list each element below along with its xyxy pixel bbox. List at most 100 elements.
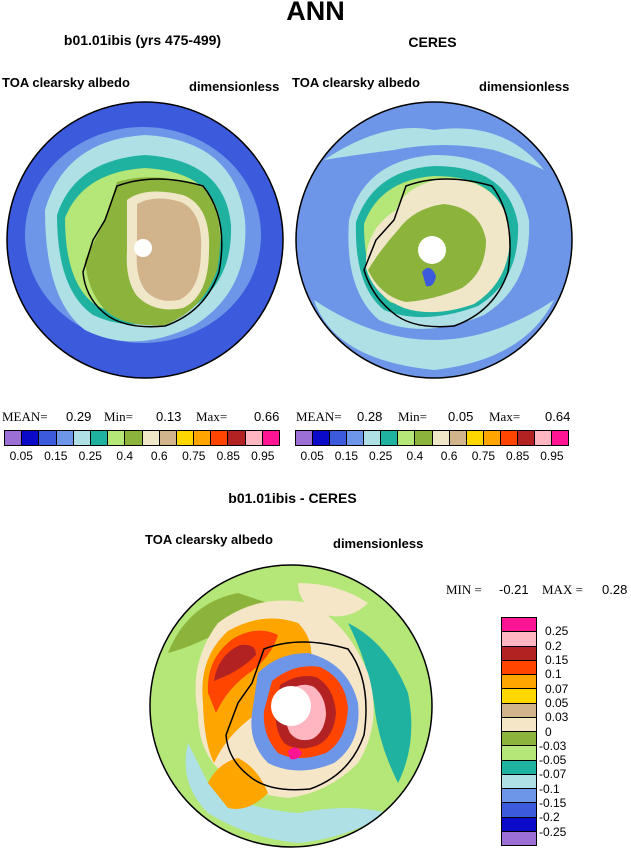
right-min-value: 0.05 bbox=[448, 409, 474, 424]
left-colorbar-tick-label: 0.05 bbox=[9, 449, 33, 463]
left-map-title: b01.01ibis (yrs 475-499) bbox=[63, 32, 222, 48]
left-map-border bbox=[6, 101, 284, 379]
diff-colorbar-cell bbox=[502, 732, 536, 747]
right-mean-label: MEAN= bbox=[296, 409, 342, 424]
diff-colorbar-cell bbox=[502, 760, 536, 775]
left-colorbar-cell bbox=[228, 431, 246, 445]
diff-colorbar-tick-label: -0.07 bbox=[539, 767, 567, 782]
left-colorbar-cell bbox=[262, 431, 279, 445]
left-colorbar-cell bbox=[90, 431, 109, 445]
left-colorbar-tick-label: 0.4 bbox=[116, 449, 134, 463]
left-colorbar-cell bbox=[5, 431, 23, 445]
right-colorbar bbox=[295, 430, 569, 446]
diff-map-peak bbox=[288, 747, 302, 760]
right-map-band-0.3-south bbox=[314, 300, 554, 370]
diff-colorbar-tick-label: -0.03 bbox=[539, 738, 567, 753]
right-colorbar-cell bbox=[551, 431, 568, 445]
diff-colorbar-cell bbox=[502, 675, 536, 690]
left-colorbar-cell bbox=[176, 431, 195, 445]
right-colorbar-cell bbox=[347, 431, 365, 445]
diff-polar-map bbox=[149, 564, 433, 848]
diff-colorbar-tick-label: -0.05 bbox=[539, 753, 567, 768]
right-colorbar-cell bbox=[381, 431, 399, 445]
left-mean-label: MEAN= bbox=[2, 409, 48, 424]
left-field-label: TOA clearsky albedo bbox=[2, 75, 130, 90]
right-map-title: CERES bbox=[408, 34, 457, 50]
right-colorbar-tick-label: 0.25 bbox=[368, 449, 393, 463]
right-map-low-patch bbox=[422, 267, 436, 287]
diff-colorbar-tick-label: -0.1 bbox=[539, 781, 560, 796]
left-colorbar-cell bbox=[56, 431, 74, 445]
left-colorbar-tick-label: 0.25 bbox=[78, 449, 102, 463]
diff-colorbar-tick-label: 0.03 bbox=[545, 710, 569, 725]
left-colorbar-cell bbox=[142, 431, 160, 445]
right-colorbar-cell bbox=[313, 431, 331, 445]
right-colorbar-cell bbox=[517, 431, 535, 445]
left-colorbar-cell bbox=[39, 431, 57, 445]
right-map-band-0.3-north bbox=[324, 128, 544, 170]
diff-colorbar-tick-label: 0.2 bbox=[545, 638, 562, 653]
left-colorbar-cell bbox=[159, 431, 177, 445]
right-max-label: Max= bbox=[489, 409, 521, 424]
left-units-label: dimensionless bbox=[189, 79, 280, 94]
right-colorbar-cell bbox=[500, 431, 518, 445]
right-min-label: Min= bbox=[398, 409, 428, 424]
diff-colorbar-cell bbox=[502, 689, 536, 704]
left-min-value: 0.13 bbox=[156, 409, 182, 424]
diff-colorbar-cell bbox=[502, 632, 536, 647]
diff-colorbar-cell bbox=[502, 703, 536, 718]
right-colorbar-tick-label: 0.4 bbox=[406, 449, 424, 463]
diff-colorbar-tick-label: 0.07 bbox=[545, 681, 569, 696]
diff-field-label: TOA clearsky albedo bbox=[145, 532, 273, 547]
right-colorbar-cell bbox=[415, 431, 433, 445]
diff-map-title: b01.01ibis - CERES bbox=[228, 490, 357, 506]
diff-map-coastline bbox=[225, 641, 367, 791]
right-map-border bbox=[295, 101, 573, 379]
diff-map-band-neg0.07 bbox=[185, 743, 388, 843]
right-colorbar-tick-label: 0.05 bbox=[300, 449, 324, 463]
diff-colorbar-tick-label: 0 bbox=[545, 724, 552, 739]
right-map-coastline bbox=[363, 178, 511, 328]
main-title: ANN bbox=[286, 0, 345, 26]
diff-max-label: MAX = bbox=[542, 582, 583, 597]
diff-colorbar-tick-label: -0.15 bbox=[539, 796, 567, 811]
left-max-label: Max= bbox=[196, 409, 228, 424]
diff-colorbar-cell bbox=[502, 618, 536, 633]
diff-map-band-neg0.05 bbox=[348, 623, 412, 783]
right-map-pole-hole bbox=[418, 236, 446, 264]
diff-colorbar-tick-label: -0.25 bbox=[539, 824, 567, 839]
right-colorbar-cell bbox=[398, 431, 416, 445]
right-colorbar-tick-label: 0.85 bbox=[505, 449, 530, 463]
left-colorbar bbox=[4, 430, 280, 446]
left-colorbar-tick-label: 0.75 bbox=[182, 449, 206, 463]
right-units-label: dimensionless bbox=[479, 79, 570, 94]
diff-colorbar-cell bbox=[502, 646, 536, 661]
right-max-value: 0.64 bbox=[545, 409, 571, 424]
left-colorbar-tick-label: 0.6 bbox=[150, 449, 168, 463]
right-polar-map bbox=[295, 101, 573, 379]
left-polar-map bbox=[6, 101, 284, 379]
left-colorbar-cell bbox=[108, 431, 126, 445]
right-colorbar-cell bbox=[483, 431, 501, 445]
diff-colorbar-cell bbox=[502, 789, 536, 804]
right-colorbar-tick-label: 0.15 bbox=[334, 449, 359, 463]
diff-colorbar-cell bbox=[502, 803, 536, 818]
right-colorbar-tick-label: 0.75 bbox=[471, 449, 496, 463]
diff-colorbar-tick-label: 0.1 bbox=[545, 667, 562, 682]
diff-colorbar-tick-label: 0.15 bbox=[545, 652, 569, 667]
diff-colorbar-cell bbox=[502, 774, 536, 789]
right-colorbar-cell bbox=[534, 431, 552, 445]
diff-units-label: dimensionless bbox=[333, 536, 424, 551]
left-colorbar-tick-label: 0.85 bbox=[216, 449, 240, 463]
right-colorbar-tick-label: 0.6 bbox=[440, 449, 458, 463]
left-colorbar-tick-label: 0.95 bbox=[251, 449, 275, 463]
diff-colorbar-tick-label: 0.25 bbox=[545, 624, 569, 639]
left-colorbar-cell bbox=[22, 431, 40, 445]
diff-map-band-0.1-south bbox=[208, 758, 268, 809]
right-colorbar-cell bbox=[449, 431, 467, 445]
left-map-pole-hole bbox=[134, 239, 152, 257]
diff-colorbar-cell bbox=[502, 831, 536, 845]
right-colorbar-cell bbox=[466, 431, 484, 445]
left-map-band-0.7 bbox=[136, 198, 202, 301]
left-colorbar-tick-label: 0.15 bbox=[44, 449, 68, 463]
